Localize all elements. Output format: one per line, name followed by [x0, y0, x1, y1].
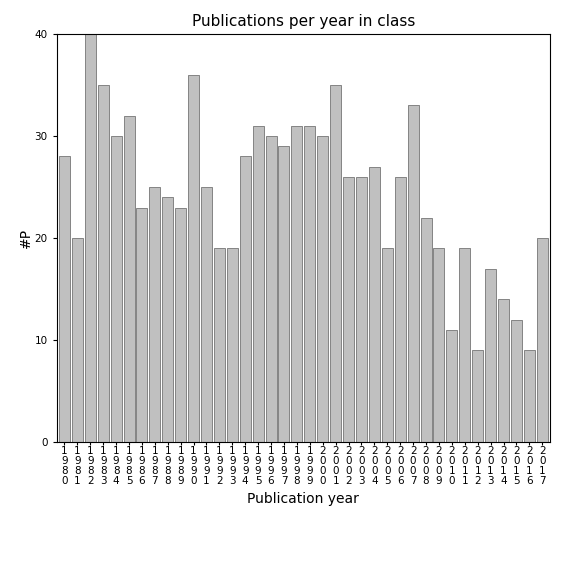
Bar	[265, 136, 277, 442]
Bar	[395, 177, 405, 442]
Bar	[511, 320, 522, 442]
Bar	[240, 156, 251, 442]
Bar	[459, 248, 470, 442]
Bar	[408, 105, 418, 442]
Bar	[124, 116, 134, 442]
Bar	[485, 269, 496, 442]
Bar	[98, 85, 109, 442]
Bar	[343, 177, 354, 442]
Bar	[72, 238, 83, 442]
Bar	[537, 238, 548, 442]
Bar	[472, 350, 483, 442]
Bar	[291, 126, 302, 442]
Bar	[59, 156, 70, 442]
Bar	[162, 197, 174, 442]
Bar	[433, 248, 445, 442]
Bar	[227, 248, 238, 442]
Y-axis label: #P: #P	[19, 228, 33, 248]
Bar	[278, 146, 290, 442]
Bar	[330, 85, 341, 442]
Bar	[188, 75, 199, 442]
Bar	[356, 177, 367, 442]
Bar	[369, 167, 380, 442]
Bar	[446, 330, 458, 442]
Bar	[149, 187, 160, 442]
Title: Publications per year in class: Publications per year in class	[192, 14, 415, 29]
Bar	[498, 299, 509, 442]
Bar	[201, 187, 212, 442]
Bar	[317, 136, 328, 442]
Bar	[253, 126, 264, 442]
Bar	[421, 218, 431, 442]
Bar	[85, 34, 96, 442]
Bar	[111, 136, 121, 442]
Bar	[304, 126, 315, 442]
Bar	[382, 248, 393, 442]
Bar	[524, 350, 535, 442]
Bar	[175, 208, 186, 442]
X-axis label: Publication year: Publication year	[247, 492, 359, 506]
Bar	[214, 248, 225, 442]
Bar	[137, 208, 147, 442]
